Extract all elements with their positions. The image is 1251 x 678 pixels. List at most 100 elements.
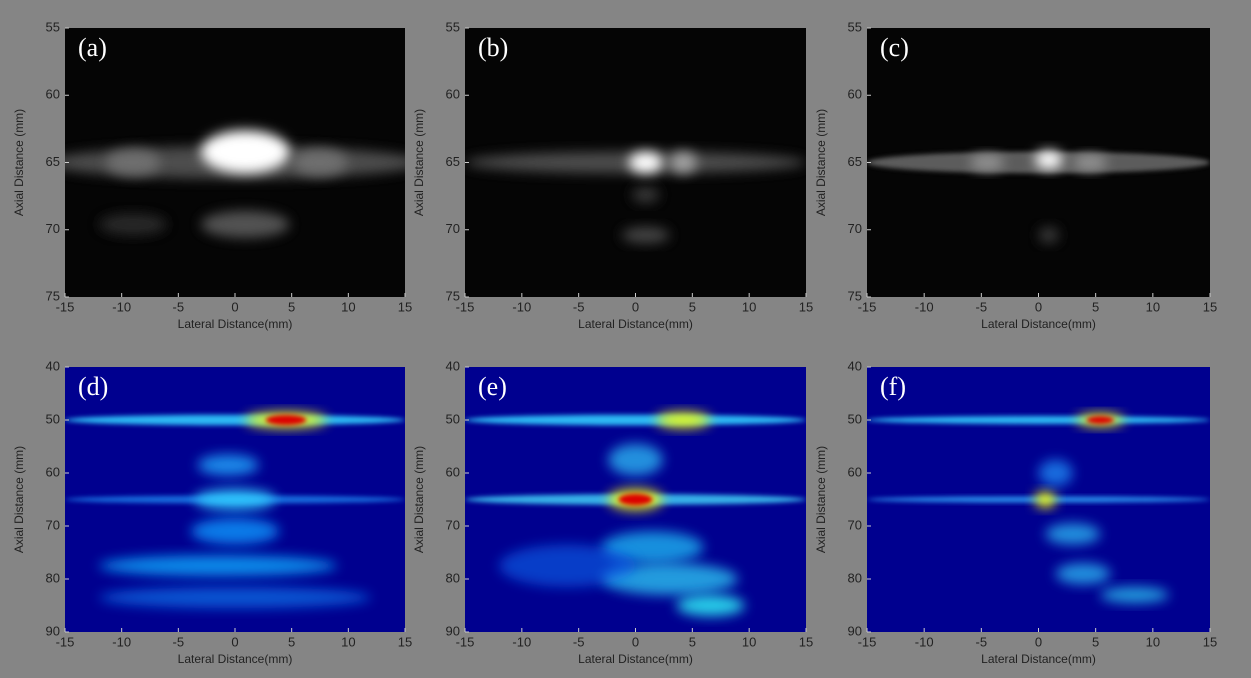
x-tick-label: -10 xyxy=(915,299,934,314)
intensity-blob xyxy=(1100,586,1169,603)
x-tick-label: 5 xyxy=(689,299,696,314)
x-tick-label: 5 xyxy=(1092,634,1099,649)
y-tick-label: 50 xyxy=(446,411,460,426)
intensity-blob xyxy=(608,443,663,476)
panel: -15 -10 -5 0 5 10 15 55 60 65 70 75 Lateral Distance… xyxy=(814,19,1217,331)
x-tick-label: 10 xyxy=(742,299,756,314)
x-tick-label: 0 xyxy=(231,634,238,649)
y-axis-label: Axial Distance (mm) xyxy=(412,109,426,216)
intensity-blob xyxy=(265,414,307,426)
intensity-blob xyxy=(1035,491,1056,508)
intensity-blob xyxy=(655,412,711,428)
panel-label: (c) xyxy=(880,33,909,62)
intensity-blob xyxy=(601,531,704,564)
y-tick-label: 80 xyxy=(46,570,60,585)
y-tick-label: 75 xyxy=(848,288,862,303)
y-tick-label: 60 xyxy=(446,464,460,479)
x-tick-label: 15 xyxy=(1203,299,1217,314)
intensity-blob xyxy=(99,586,371,609)
intensity-blob xyxy=(618,493,653,506)
intensity-blob xyxy=(197,454,259,476)
y-tick-label: 50 xyxy=(848,411,862,426)
x-tick-label: -5 xyxy=(573,634,585,649)
x-tick-label: -15 xyxy=(56,299,75,314)
panel: -15 -10 -5 0 5 10 15 40 50 60 70 80 90 Lateral Distan… xyxy=(412,358,813,666)
y-tick-label: 75 xyxy=(446,288,460,303)
y-tick-label: 90 xyxy=(848,623,862,638)
x-tick-label: -5 xyxy=(573,299,585,314)
intensity-blob xyxy=(99,555,337,577)
x-axis-label: Lateral Distance(mm) xyxy=(981,652,1096,666)
y-tick-label: 55 xyxy=(46,19,60,34)
panel: -15 -10 -5 0 5 10 15 40 50 60 70 80 90 Lateral Distan… xyxy=(12,358,412,666)
x-tick-label: -15 xyxy=(456,299,475,314)
y-tick-label: 55 xyxy=(446,19,460,34)
intensity-blob xyxy=(292,149,348,176)
y-tick-label: 40 xyxy=(446,358,460,373)
intensity-blob xyxy=(867,416,1210,424)
image-content xyxy=(465,412,806,617)
x-tick-label: 0 xyxy=(632,634,639,649)
intensity-blob xyxy=(499,544,636,587)
intensity-blob xyxy=(1045,523,1101,545)
panel-label: (e) xyxy=(478,372,507,401)
x-tick-label: -15 xyxy=(456,634,475,649)
panel-label: (d) xyxy=(78,372,108,401)
x-tick-label: 0 xyxy=(1035,634,1042,649)
y-tick-label: 65 xyxy=(446,154,460,169)
x-tick-label: 15 xyxy=(398,299,412,314)
y-tick-label: 40 xyxy=(848,358,862,373)
intensity-blob xyxy=(621,227,670,244)
y-tick-label: 90 xyxy=(446,623,460,638)
image-content xyxy=(465,151,806,244)
x-tick-label: 0 xyxy=(632,299,639,314)
x-axis-label: Lateral Distance(mm) xyxy=(981,317,1096,331)
y-tick-label: 40 xyxy=(46,358,60,373)
x-tick-label: 15 xyxy=(799,634,813,649)
image-content xyxy=(65,130,405,238)
x-tick-label: 10 xyxy=(742,634,756,649)
intensity-blob xyxy=(201,210,290,238)
x-axis-label: Lateral Distance(mm) xyxy=(178,652,293,666)
y-tick-label: 80 xyxy=(848,570,862,585)
intensity-blob xyxy=(1035,150,1063,170)
intensity-blob xyxy=(1038,227,1060,244)
y-tick-label: 90 xyxy=(46,623,60,638)
intensity-blob xyxy=(632,186,660,203)
y-axis-label: Axial Distance (mm) xyxy=(814,446,828,553)
y-axis-label: Axial Distance (mm) xyxy=(412,446,426,553)
panel-label: (f) xyxy=(880,372,906,401)
x-axis-label: Lateral Distance(mm) xyxy=(578,317,693,331)
x-tick-label: -5 xyxy=(976,299,988,314)
intensity-blob xyxy=(194,488,276,511)
x-tick-label: -10 xyxy=(915,634,934,649)
x-tick-label: 5 xyxy=(1092,299,1099,314)
x-tick-label: -15 xyxy=(858,299,877,314)
intensity-blob xyxy=(628,151,663,174)
y-axis-label: Axial Distance (mm) xyxy=(12,109,26,216)
intensity-blob xyxy=(99,213,167,236)
image-content xyxy=(867,413,1210,603)
x-axis-label: Lateral Distance(mm) xyxy=(178,317,293,331)
intensity-blob xyxy=(601,563,738,595)
x-tick-label: 15 xyxy=(1203,634,1217,649)
x-tick-label: 10 xyxy=(1146,299,1160,314)
x-tick-label: -15 xyxy=(56,634,75,649)
intensity-blob xyxy=(1038,459,1073,487)
y-tick-label: 80 xyxy=(446,570,460,585)
y-axis-label: Axial Distance (mm) xyxy=(814,109,828,216)
y-tick-label: 70 xyxy=(46,221,60,236)
intensity-blob xyxy=(969,154,1005,171)
x-tick-label: 5 xyxy=(288,634,295,649)
x-tick-label: 10 xyxy=(341,634,355,649)
panel: -15 -10 -5 0 5 10 15 55 60 65 70 75 Lateral Distance… xyxy=(12,19,412,331)
intensity-blob xyxy=(1072,154,1108,171)
intensity-blob xyxy=(1055,563,1111,585)
y-tick-label: 70 xyxy=(446,221,460,236)
intensity-blob xyxy=(669,151,697,174)
panel: -15 -10 -5 0 5 10 15 55 60 65 70 75 Lateral Distance… xyxy=(412,19,813,331)
x-tick-label: 0 xyxy=(1035,299,1042,314)
x-tick-label: -5 xyxy=(976,634,988,649)
x-tick-label: 10 xyxy=(1146,634,1160,649)
intensity-blob xyxy=(105,149,161,176)
